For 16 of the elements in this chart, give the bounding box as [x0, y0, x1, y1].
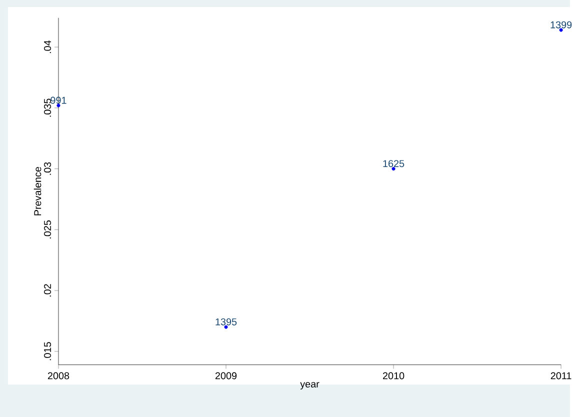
annotation: 991	[50, 96, 66, 104]
y-tick-label: .035	[44, 98, 52, 117]
y-axis-title: Prevalence	[34, 166, 42, 216]
y-tick-label: .04	[44, 40, 52, 53]
y-tick-label: .02	[44, 284, 52, 296]
annotation: 1625	[383, 160, 404, 167]
y-tick-label: .03	[44, 162, 52, 175]
x-tick-label: 2011	[550, 372, 572, 380]
y-tick-label: .025	[44, 220, 52, 238]
x-axis-title: year	[300, 382, 320, 390]
x-tick-label: 2010	[382, 372, 404, 380]
annotation: 1395	[216, 318, 237, 326]
y-tick-label: .015	[44, 342, 52, 360]
x-tick-label: 2009	[215, 372, 237, 380]
x-tick-label: 2008	[48, 372, 70, 380]
annotation: 1399	[550, 21, 572, 28]
